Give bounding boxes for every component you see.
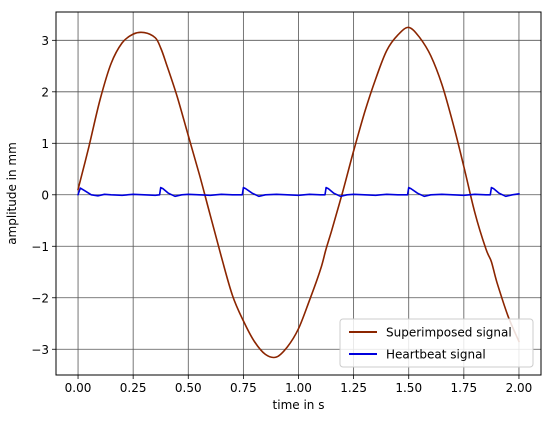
superimposed-signal-line bbox=[77, 26, 520, 359]
legend-label-superimposed: Superimposed signal bbox=[386, 326, 512, 340]
y-tick-label: 0 bbox=[41, 188, 49, 202]
x-tick-label: 0.75 bbox=[230, 381, 257, 395]
x-tick-label: 0.25 bbox=[120, 381, 147, 395]
x-tick-label: 1.75 bbox=[450, 381, 477, 395]
y-tick-label: −3 bbox=[31, 343, 49, 357]
y-tick-label: 2 bbox=[41, 85, 49, 99]
x-tick-label: 1.00 bbox=[285, 381, 312, 395]
x-tick-label: 1.50 bbox=[395, 381, 422, 395]
legend: Superimposed signal Heartbeat signal bbox=[339, 318, 534, 368]
y-tick-label: −2 bbox=[31, 291, 49, 305]
heartbeat-signal-line bbox=[77, 186, 520, 198]
legend-box bbox=[339, 318, 534, 368]
y-tick-label: −1 bbox=[31, 240, 49, 254]
legend-label-heartbeat: Heartbeat signal bbox=[386, 348, 486, 362]
axis-ticks: 0.00 0.25 0.50 0.75 1.00 1.25 1.50 1.75 2.00 −3 −2… bbox=[31, 34, 532, 395]
series-layer bbox=[77, 26, 520, 359]
x-tick-label: 0.00 bbox=[65, 381, 92, 395]
x-tick-label: 2.00 bbox=[506, 381, 533, 395]
x-tick-label: 0.50 bbox=[175, 381, 202, 395]
x-tick-label: 1.25 bbox=[340, 381, 367, 395]
y-axis-label: amplitude in mm bbox=[5, 142, 19, 245]
x-axis-label: time in s bbox=[273, 398, 325, 412]
y-tick-label: 1 bbox=[41, 137, 49, 151]
y-tick-label: 3 bbox=[41, 34, 49, 48]
